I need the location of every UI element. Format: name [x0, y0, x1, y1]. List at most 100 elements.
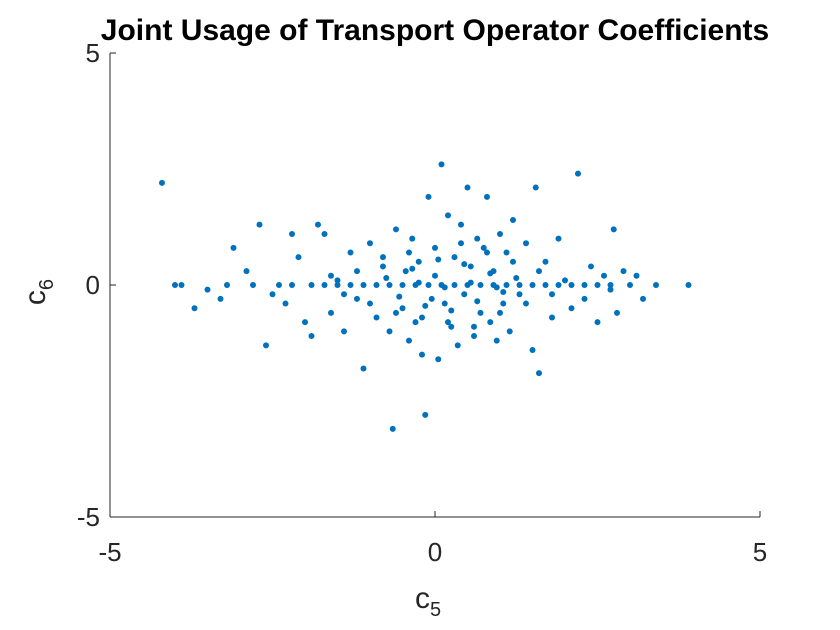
data-point — [393, 226, 399, 233]
data-point — [347, 282, 354, 288]
data-point — [484, 249, 490, 256]
data-point — [354, 268, 360, 275]
data-point — [451, 282, 458, 288]
data-point — [516, 282, 523, 288]
data-point — [549, 314, 555, 321]
data-point — [383, 275, 390, 282]
data-point — [461, 261, 468, 268]
data-point — [399, 305, 406, 312]
data-point — [581, 295, 588, 302]
data-point — [474, 298, 481, 305]
data-point — [471, 333, 477, 340]
data-point — [529, 282, 536, 288]
data-point — [321, 282, 328, 288]
data-point — [506, 328, 513, 335]
data-point — [409, 235, 416, 242]
data-point — [289, 230, 295, 237]
data-point — [396, 293, 403, 300]
data-point — [685, 282, 692, 288]
data-point — [448, 307, 455, 314]
data-point — [308, 333, 315, 340]
data-point — [367, 300, 373, 307]
data-point — [402, 268, 409, 275]
data-point — [607, 286, 614, 293]
data-point — [347, 249, 354, 256]
data-point — [341, 328, 347, 335]
data-point — [386, 328, 393, 335]
data-point — [510, 217, 516, 224]
data-point — [428, 295, 435, 302]
data-point — [302, 319, 308, 326]
data-point — [263, 342, 269, 349]
data-point — [536, 370, 542, 377]
data-point — [415, 279, 422, 286]
data-point — [474, 235, 481, 242]
data-point — [367, 240, 373, 247]
data-point — [308, 282, 315, 288]
data-point — [321, 230, 328, 237]
data-point — [503, 282, 510, 288]
data-point — [503, 249, 510, 256]
data-point — [464, 184, 471, 191]
x-axis-label-base: c — [415, 582, 430, 615]
data-point — [451, 254, 458, 261]
data-point — [315, 221, 321, 228]
data-point — [422, 411, 429, 418]
data-point — [295, 254, 302, 261]
data-point — [594, 319, 601, 326]
y-tick-label: -5 — [77, 502, 100, 532]
data-point — [178, 282, 185, 288]
data-point — [532, 184, 539, 191]
data-point — [445, 319, 451, 326]
data-point — [389, 425, 396, 432]
data-point — [406, 249, 412, 256]
data-point — [458, 240, 464, 247]
data-point — [159, 179, 165, 186]
data-point — [467, 279, 474, 286]
x-axis-label: c5 — [415, 582, 441, 621]
data-point — [393, 309, 399, 316]
data-point — [575, 170, 581, 177]
data-point — [373, 282, 380, 288]
data-point — [536, 268, 542, 275]
y-axis-label-subscript: 6 — [36, 279, 58, 290]
data-point — [435, 256, 442, 263]
data-point — [409, 265, 416, 272]
x-tick-label: 0 — [428, 537, 442, 567]
data-point — [425, 282, 432, 288]
data-point — [614, 309, 620, 316]
data-point — [477, 282, 484, 288]
data-point — [256, 221, 263, 228]
data-point — [289, 282, 295, 288]
data-point — [510, 258, 516, 265]
y-axis-ticks: -5 0 5 — [77, 38, 116, 532]
x-axis-ticks: -5 0 5 — [98, 511, 767, 567]
data-point — [360, 282, 367, 288]
data-points — [159, 161, 692, 432]
data-point — [633, 272, 640, 279]
data-point — [471, 323, 477, 330]
data-point — [204, 286, 211, 293]
data-point — [581, 282, 588, 288]
data-point — [448, 323, 455, 330]
data-point — [467, 263, 474, 270]
y-axis-label: c6 — [19, 279, 58, 305]
data-point — [568, 305, 575, 312]
data-point — [493, 337, 500, 344]
data-point — [399, 282, 406, 288]
data-point — [627, 282, 633, 288]
data-point — [610, 226, 617, 233]
data-point — [513, 275, 520, 282]
data-point — [282, 300, 289, 307]
x-axis-label-subscript: 5 — [430, 599, 441, 621]
data-point — [380, 254, 386, 261]
data-point — [328, 272, 334, 279]
data-point — [373, 314, 380, 321]
data-point — [438, 161, 445, 168]
data-point — [328, 309, 334, 316]
data-point — [334, 282, 341, 288]
data-point — [425, 193, 432, 200]
data-point — [341, 291, 347, 298]
data-point — [432, 244, 438, 251]
